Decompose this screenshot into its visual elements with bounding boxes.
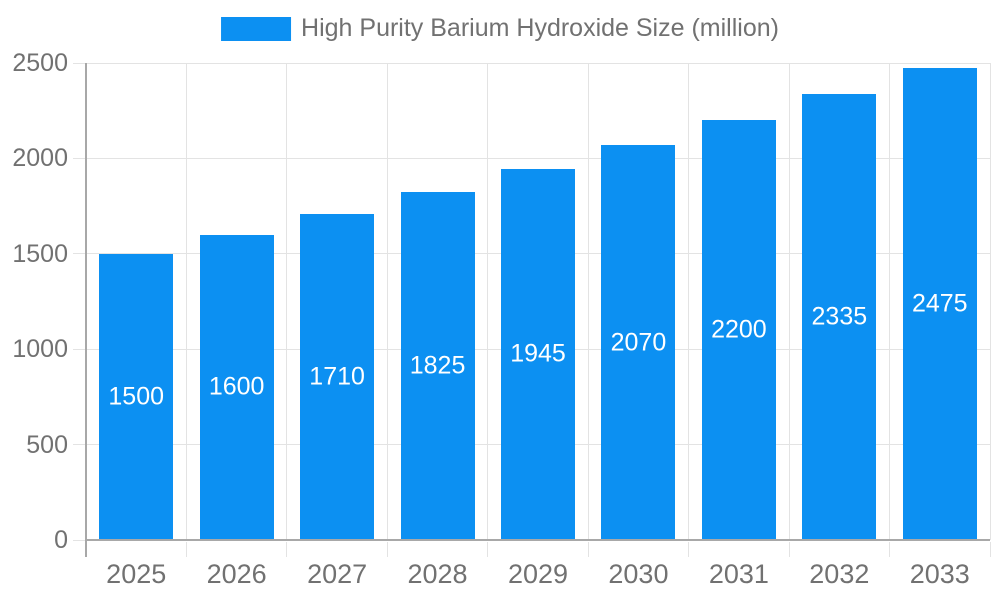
- y-axis-label: 2500: [12, 49, 68, 77]
- bar[interactable]: [902, 67, 977, 539]
- gridline-vertical: [989, 63, 991, 540]
- gridline-vertical: [286, 63, 288, 540]
- x-axis-label: 2030: [608, 559, 669, 589]
- bar[interactable]: [601, 145, 676, 539]
- gridline-vertical: [587, 63, 589, 540]
- y-axis-tick: [73, 62, 86, 64]
- bar[interactable]: [501, 168, 575, 539]
- bar-value-label: 1945: [510, 339, 566, 368]
- bar-value-label: 2200: [711, 315, 767, 344]
- y-axis-label: 1500: [12, 239, 68, 268]
- x-axis-tick: [688, 542, 690, 557]
- x-axis-tick: [788, 542, 790, 557]
- gridline-vertical: [386, 63, 388, 540]
- gridline-vertical: [185, 63, 187, 540]
- y-axis-tick: [73, 444, 86, 446]
- gridline-horizontal: [86, 62, 990, 64]
- bar[interactable]: [300, 213, 375, 539]
- legend-item[interactable]: High Purity Barium Hydroxide Size (milli…: [221, 14, 779, 43]
- x-axis-line: [85, 539, 990, 541]
- bar[interactable]: [99, 253, 174, 539]
- y-axis-label: 2000: [12, 144, 68, 173]
- x-axis-tick: [889, 542, 891, 557]
- y-axis-line: [85, 63, 87, 557]
- bar[interactable]: [701, 120, 776, 539]
- bar[interactable]: [199, 234, 274, 539]
- y-axis-label: 0: [54, 526, 68, 554]
- bar-value-label: 1825: [409, 351, 466, 380]
- y-axis-tick: [73, 539, 86, 541]
- gridline-vertical: [788, 63, 790, 540]
- bar[interactable]: [802, 94, 877, 539]
- bar-value-label: 2070: [610, 328, 667, 357]
- x-axis-label: 2031: [708, 559, 769, 589]
- x-axis-label: 2027: [307, 559, 368, 589]
- gridline-vertical: [889, 63, 891, 540]
- x-axis-tick: [487, 542, 489, 557]
- gridline-vertical: [688, 63, 690, 540]
- bar-value-label: 1500: [108, 382, 165, 411]
- x-axis-label: 2025: [106, 559, 167, 589]
- legend-swatch: [221, 16, 292, 41]
- x-axis-label: 2028: [407, 559, 468, 589]
- bar-value-label: 2475: [911, 289, 968, 318]
- x-axis-tick: [989, 542, 991, 557]
- y-axis-label: 500: [26, 430, 68, 459]
- bar-value-label: 1600: [208, 372, 265, 401]
- bar-value-label: 2335: [811, 302, 868, 331]
- x-axis-tick: [587, 542, 589, 557]
- x-axis-label: 2029: [507, 559, 569, 589]
- y-axis-tick: [73, 253, 86, 255]
- gridline-vertical: [487, 63, 489, 540]
- y-axis-label: 1000: [12, 335, 68, 364]
- y-axis-tick: [73, 157, 86, 159]
- x-axis-tick: [386, 542, 388, 557]
- x-axis-label: 2032: [809, 559, 870, 589]
- y-axis-tick: [73, 348, 86, 350]
- x-axis-label: 2033: [909, 559, 970, 589]
- legend-label: High Purity Barium Hydroxide Size (milli…: [301, 14, 779, 42]
- bar-value-label: 1710: [309, 362, 365, 391]
- gridline-horizontal: [86, 157, 990, 159]
- x-axis-tick: [286, 542, 288, 557]
- x-axis-label: 2026: [206, 559, 267, 589]
- bar[interactable]: [400, 191, 475, 539]
- x-axis-tick: [185, 542, 187, 557]
